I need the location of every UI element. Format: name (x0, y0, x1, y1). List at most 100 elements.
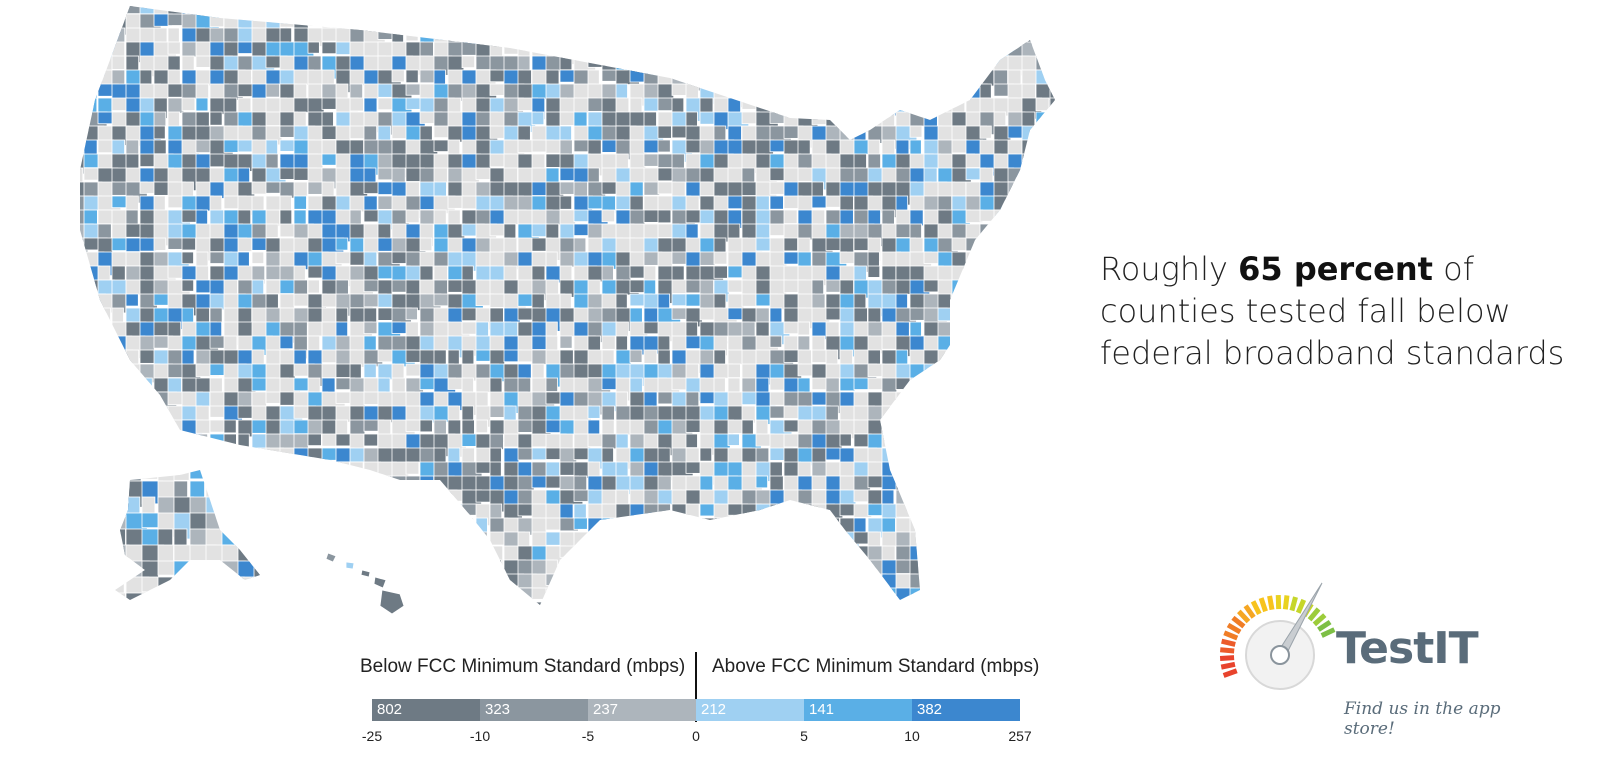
county-cell (699, 209, 716, 225)
county-cell (937, 489, 957, 504)
county-cell (97, 349, 122, 366)
county-cell (251, 461, 276, 476)
county-cell (993, 433, 1016, 456)
county-cell (1049, 531, 1055, 550)
county-cell (307, 517, 325, 537)
county-cell (769, 559, 785, 574)
county-cell (254, 609, 273, 620)
county-cell (769, 447, 785, 461)
county-cell (1064, 28, 1070, 41)
county-cell (83, 531, 105, 555)
county-cell (895, 391, 914, 411)
county-cell (195, 559, 211, 583)
county-cell (797, 55, 822, 72)
county-cell (979, 489, 1003, 505)
county-cell (378, 616, 390, 620)
gauge-tick (1289, 596, 1298, 612)
county-cell (111, 475, 124, 500)
county-cell (1021, 209, 1045, 229)
county-cell (643, 349, 658, 364)
county-cell (489, 587, 513, 601)
county-cell (321, 531, 340, 552)
county-cell (713, 587, 727, 602)
county-cell (1064, 70, 1070, 88)
county-cell (615, 433, 629, 450)
county-cell (307, 41, 320, 54)
county-cell (1049, 83, 1055, 101)
county-cell (727, 125, 742, 141)
county-cell (993, 419, 1013, 439)
county-cell (80, 125, 84, 141)
county-cell (1064, 182, 1070, 196)
county-cell (559, 195, 573, 210)
county-cell (237, 489, 253, 514)
county-cell (433, 503, 456, 528)
county-cell (80, 601, 94, 605)
county-cell (83, 321, 100, 336)
county-cell (657, 559, 675, 575)
county-cell (447, 41, 464, 58)
county-cell (111, 405, 126, 421)
legend-tick: -5 (581, 728, 595, 744)
county-cell (237, 447, 256, 462)
county-cell (195, 6, 219, 17)
county-cell (909, 503, 923, 522)
county-cell (979, 321, 993, 338)
county-cell (80, 503, 90, 521)
county-cell (335, 153, 351, 169)
county-cell (1049, 55, 1055, 72)
county-cell (979, 279, 1001, 303)
county-cell (115, 496, 130, 517)
county-cell (223, 6, 240, 17)
county-cell (601, 153, 618, 170)
county-cell (392, 616, 414, 620)
county-cell (349, 475, 369, 493)
county-cell (293, 587, 314, 602)
county-cell (685, 531, 702, 554)
county-cell (279, 545, 293, 560)
county-cell (643, 27, 669, 50)
county-cell (713, 6, 730, 21)
contiguous-us (80, 6, 1070, 620)
county-cell (630, 616, 651, 620)
county-cell (181, 237, 196, 251)
county-cell (909, 237, 924, 253)
county-cell (741, 83, 760, 97)
county-cell (993, 447, 1007, 466)
county-cell (1007, 531, 1020, 551)
county-cell (97, 531, 111, 545)
county-cell (881, 6, 899, 24)
county-cell (1049, 307, 1055, 323)
county-cell (966, 616, 980, 620)
county-cell (937, 503, 956, 524)
county-cell (909, 433, 931, 449)
county-cell (125, 391, 147, 406)
county-cell (839, 433, 852, 447)
county-cell (279, 461, 293, 482)
county-cell (307, 601, 329, 605)
county-cell (937, 27, 957, 42)
county-cell (139, 447, 156, 470)
county-cell (909, 125, 923, 138)
county-cell (139, 405, 153, 422)
county-cell (141, 470, 159, 480)
county-cell (643, 601, 662, 605)
testit-logo[interactable]: TestIT Find us in the app store! (1210, 575, 1510, 750)
county-cell (154, 616, 167, 620)
county-cell (812, 616, 831, 620)
county-cell (1008, 616, 1031, 620)
county-cell (335, 601, 360, 605)
county-cell (532, 616, 546, 620)
county-cell (643, 139, 661, 154)
county-cell (797, 587, 822, 605)
county-cell (1007, 265, 1020, 282)
county-cell (1064, 476, 1070, 488)
county-cell (461, 13, 486, 35)
county-cell (1064, 196, 1070, 212)
county-cell (755, 587, 769, 604)
county-cell (615, 41, 632, 65)
county-cell (377, 517, 390, 542)
county-cell (853, 559, 868, 573)
legend-ticks: -25 -10 -5 0 5 10 257 (362, 728, 1032, 748)
county-cell (531, 601, 555, 605)
